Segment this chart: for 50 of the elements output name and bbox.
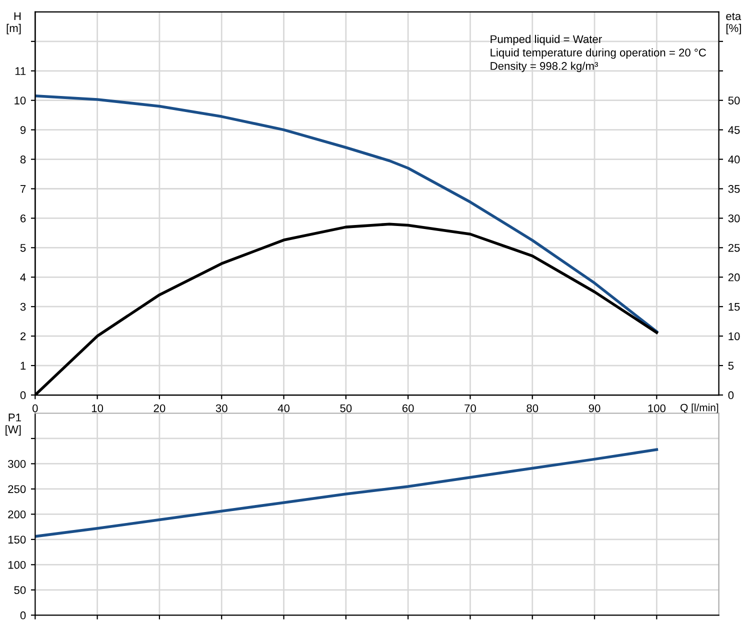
y-tick-label: 1 <box>20 362 26 370</box>
line-series <box>35 448 658 538</box>
y-axis-title: P1 [W] <box>6 414 21 436</box>
y-tick-label: 300 <box>8 460 26 468</box>
y2-tick-label: 50 <box>728 96 740 104</box>
x-tick-label: 80 <box>526 404 538 412</box>
y2-tick-label: 35 <box>728 185 740 193</box>
y-tick-label: 5 <box>20 244 26 252</box>
y2-tick-label: 25 <box>728 244 740 252</box>
y-tick-label: 100 <box>8 560 26 569</box>
x-tick-label: 20 <box>154 404 166 412</box>
y-tick-label: 11 <box>15 67 26 75</box>
y2-tick-label: 15 <box>728 302 740 311</box>
y2-tick-label: 0 <box>728 391 734 400</box>
annotation: Density = 998.2 kg/m³ <box>490 62 598 72</box>
x-tick-label: 0 <box>32 404 38 412</box>
line-series <box>35 94 658 334</box>
y-tick-label: 250 <box>8 485 26 494</box>
y2-tick-label: 30 <box>728 214 740 222</box>
y-tick-label: 8 <box>20 156 26 164</box>
y-tick-label: 0 <box>20 611 26 620</box>
y-tick-label: 200 <box>8 510 26 518</box>
y-tick-label: 6 <box>20 214 26 222</box>
y2-tick-label: 45 <box>728 126 740 134</box>
y-tick-label: 3 <box>20 302 26 311</box>
y-axis-title: H [m] <box>6 12 21 34</box>
y-tick-label: 2 <box>20 332 26 340</box>
y2-tick-label: 5 <box>728 362 734 370</box>
y-tick-label: 50 <box>14 586 26 594</box>
x-tick-label: 10 <box>92 404 104 412</box>
annotation: Pumped liquid = Water <box>490 34 602 46</box>
y-tick-label: 10 <box>14 96 26 104</box>
x-tick-label: 90 <box>588 404 600 412</box>
annotation: Liquid temperature during operation = 20 °C <box>490 48 706 59</box>
y-tick-label: 150 <box>8 536 26 544</box>
x-tick-label: 50 <box>340 404 352 412</box>
x-tick-label: 60 <box>402 404 414 412</box>
y2-axis-title: eta [%] <box>726 12 742 34</box>
y-tick-label: 9 <box>20 126 26 134</box>
y-tick-label: 0 <box>20 391 26 400</box>
x-tick-label: 70 <box>464 404 476 412</box>
y-tick-label: 7 <box>20 185 26 193</box>
x-tick-label: 100 <box>648 404 666 412</box>
y-tick-label: 4 <box>20 274 26 282</box>
y2-tick-label: 10 <box>728 332 740 340</box>
y2-tick-label: 20 <box>728 273 740 282</box>
y2-tick-label: 40 <box>728 156 740 164</box>
x-axis-title: Q [l/min] <box>680 404 718 414</box>
x-tick-label: 40 <box>278 404 290 412</box>
x-tick-label: 30 <box>216 404 228 412</box>
